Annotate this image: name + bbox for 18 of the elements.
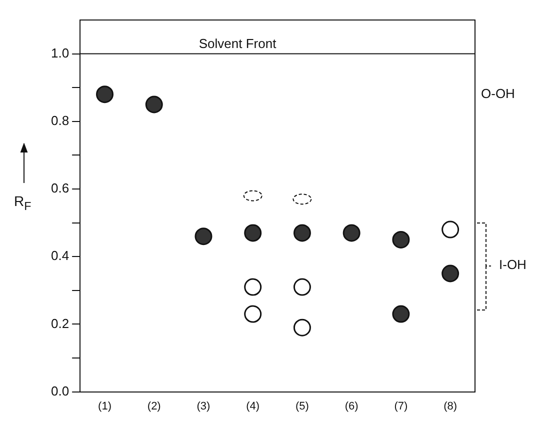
x-tick-label: (2)	[147, 400, 161, 412]
text: O-OH	[481, 86, 515, 101]
y-tick-label: 0.8	[50, 112, 70, 128]
text: I-OH	[499, 256, 526, 272]
x-tick-label: (4)	[246, 400, 260, 412]
x-tick-label: (1)	[98, 400, 112, 412]
x-tick-label: (8)	[444, 400, 458, 412]
y-tick-label: 1.0	[50, 45, 70, 60]
ref-line-label: Solvent Front	[198, 36, 277, 51]
x-tick-label: (3)	[196, 400, 210, 412]
y-axis-title: R$_{F}$	[14, 193, 32, 213]
y-tick-label: 0.2	[50, 316, 70, 331]
y-tick-label: 0.4	[50, 248, 70, 264]
y-tick-label: 0.0	[50, 383, 70, 398]
x-tick-label: (5)	[295, 400, 309, 412]
x-tick-label: (6)	[344, 400, 358, 412]
x-tick-label: (7)	[394, 400, 408, 412]
y-tick-label: 0.6	[50, 180, 70, 196]
